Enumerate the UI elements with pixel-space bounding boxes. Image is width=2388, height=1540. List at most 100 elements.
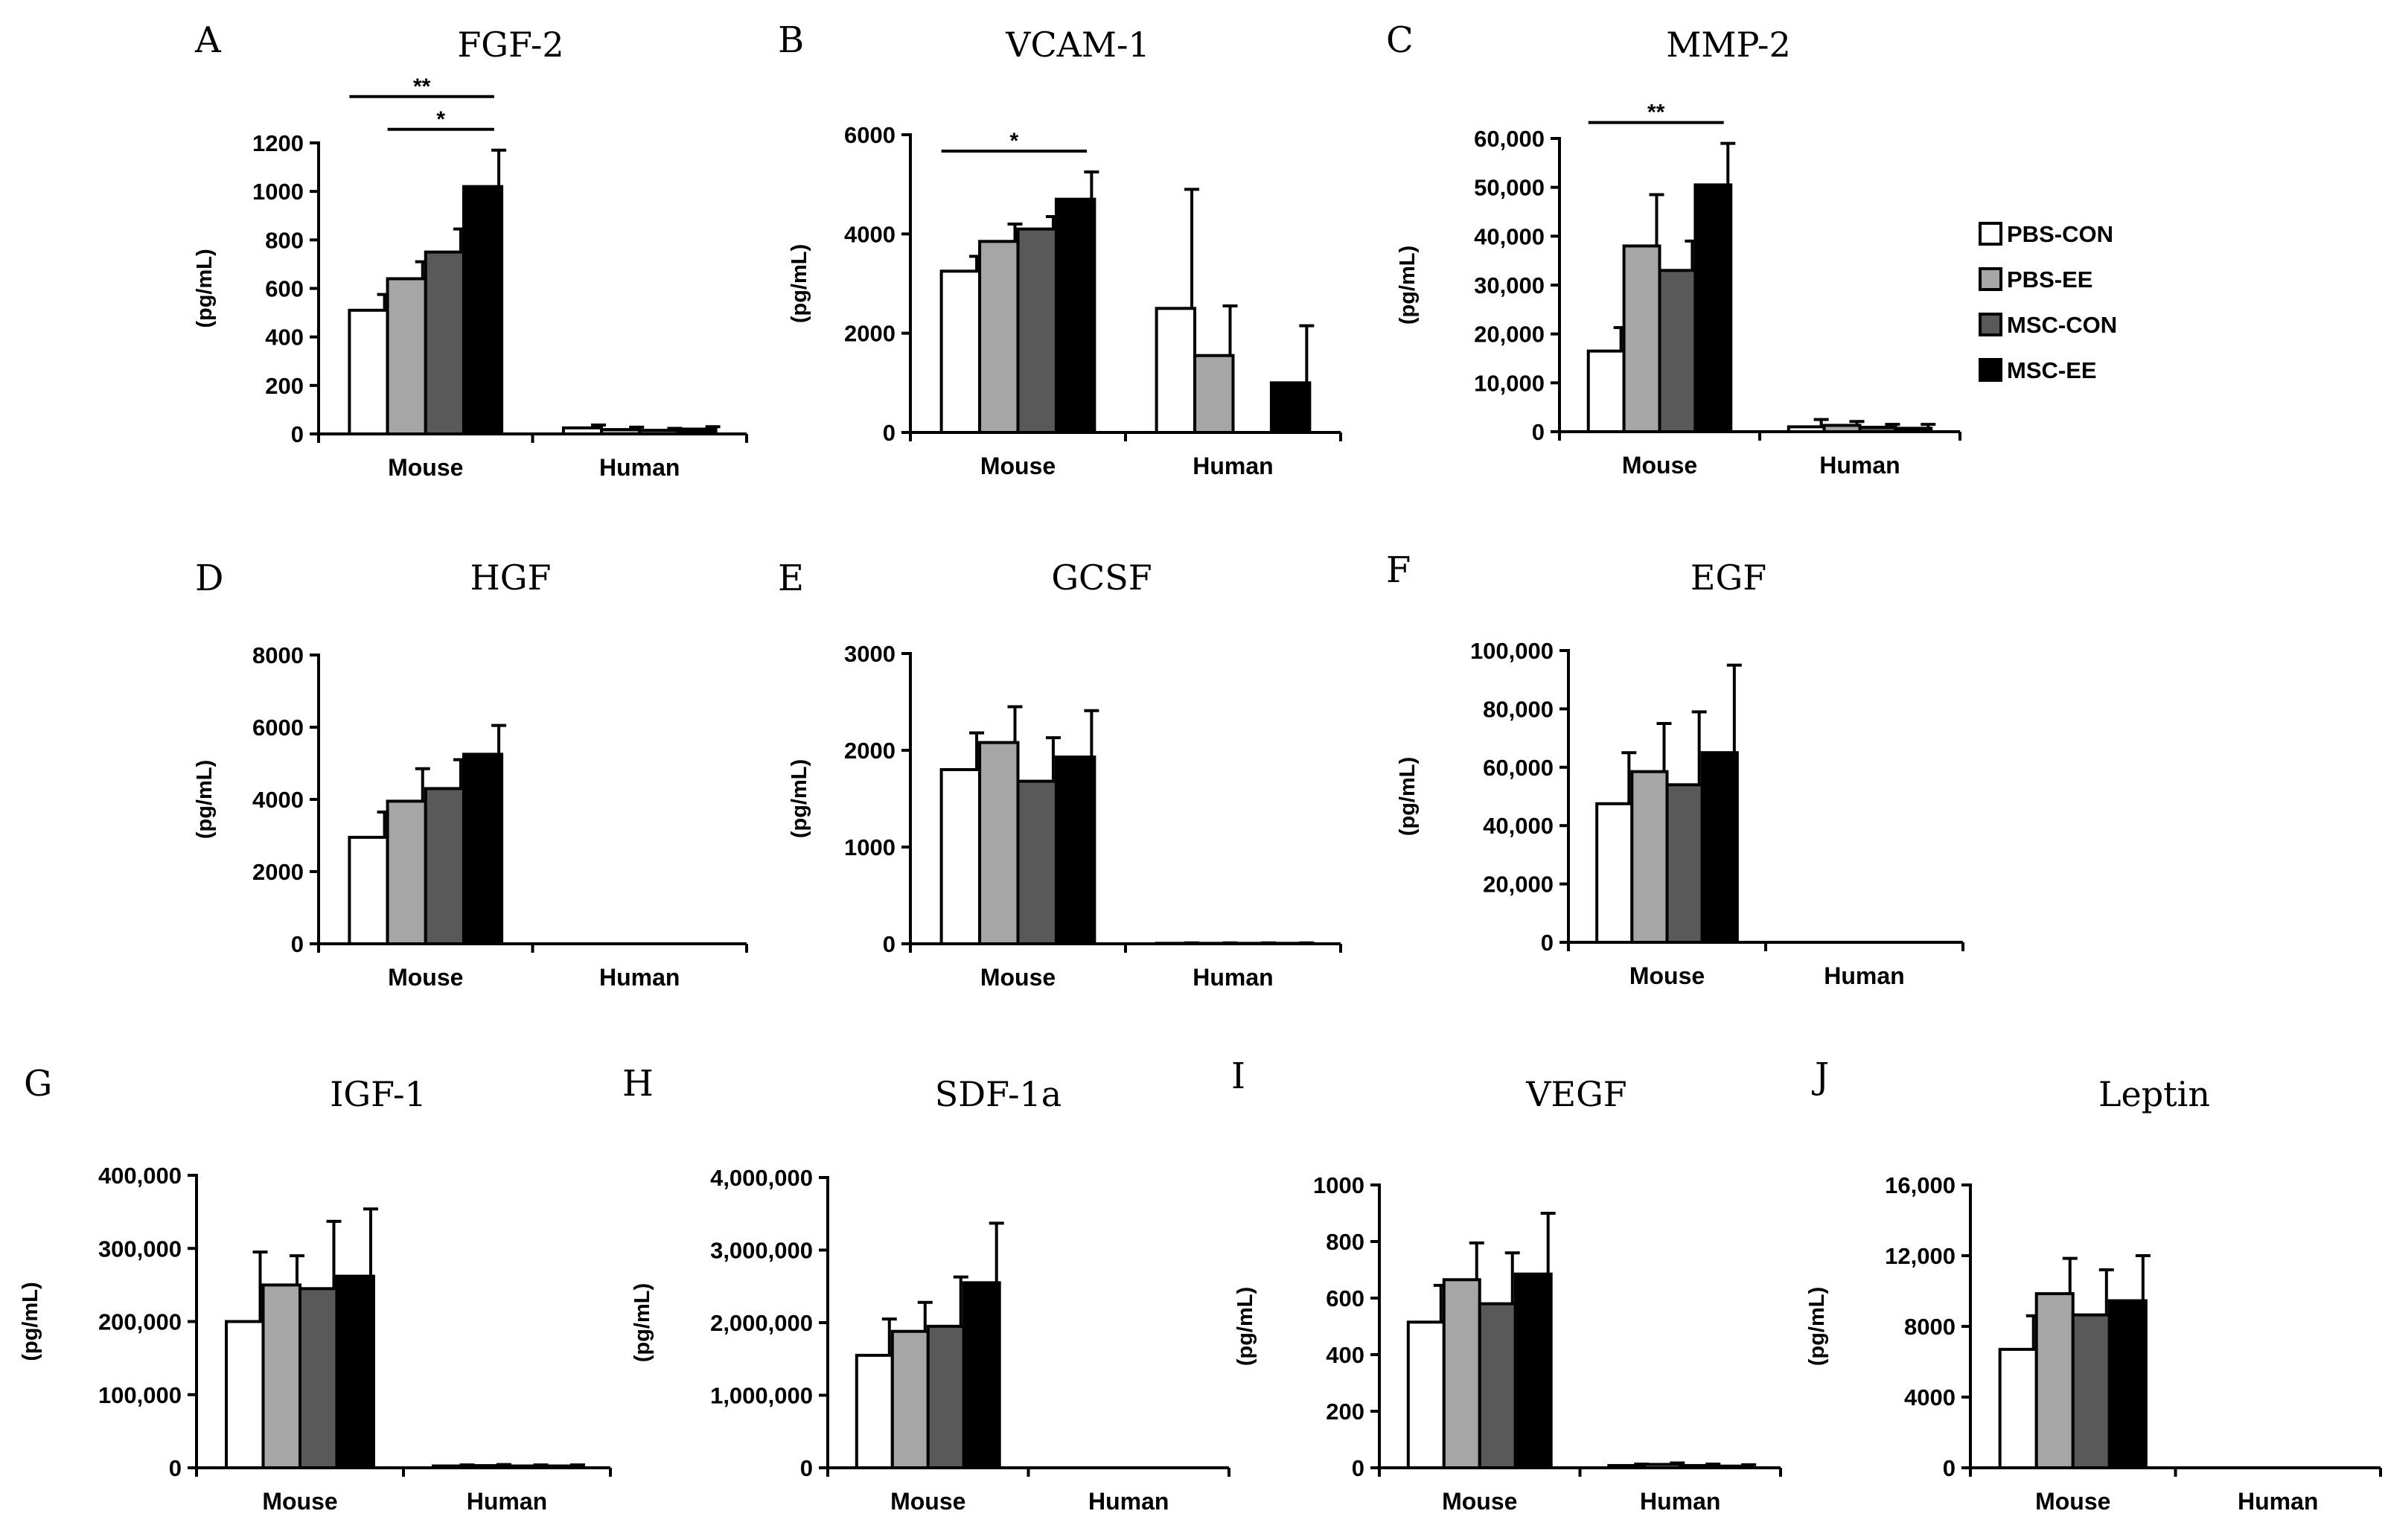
legend: PBS-CON PBS-EE MSC-CON MSC-EE (1979, 221, 2117, 383)
bar-c-mouse-msc-ee (1693, 183, 1733, 433)
y-tick-label-b: 4000 (844, 221, 896, 247)
bar-e-human-pbs-con (1155, 942, 1197, 945)
y-tick-label-g: 300,000 (98, 1236, 182, 1262)
bar-b-mouse-msc-ee (1054, 197, 1096, 434)
x-category-label-a: Mouse (388, 454, 463, 481)
bar-c-human-msc-con (1858, 426, 1897, 434)
bar-c-human-pbs-con (1787, 425, 1826, 434)
panel-letter-a: A (194, 19, 222, 61)
y-tick-label-i: 0 (1352, 1455, 1364, 1481)
y-tick-label-d: 2000 (252, 859, 304, 885)
y-tick-label-b: 6000 (844, 122, 896, 148)
legend-label-msc-con: MSC-CON (2007, 312, 2117, 338)
chart-panel-c: C MMP-2 (pg/mL) 0 10,000 20,000 30,000 40,000 50… (1386, 19, 1961, 479)
y-tick-label-a: 1200 (252, 130, 304, 156)
y-tick-label-g: 400,000 (98, 1163, 182, 1189)
legend-label-pbs-ee: PBS-EE (2007, 266, 2092, 293)
y-tick-label-j: 4000 (1904, 1384, 1956, 1410)
y-tick-label-c: 20,000 (1474, 322, 1545, 348)
y-tick-label-a: 400 (265, 325, 304, 351)
chart-title-g: IGF-1 (330, 1074, 427, 1114)
x-category-label-i: Human (1640, 1488, 1720, 1515)
x-category-label-f: Mouse (1629, 962, 1705, 989)
panel-letter-g: G (24, 1063, 52, 1105)
y-tick-label-f: 80,000 (1483, 696, 1554, 722)
bar-i-mouse-pbs-ee (1442, 1278, 1481, 1470)
y-tick-label-d: 0 (291, 931, 304, 957)
y-tick-label-g: 200,000 (98, 1309, 182, 1335)
bar-d-mouse-msc-con (424, 787, 465, 945)
bar-a-human-msc-con (638, 429, 680, 435)
bar-h-mouse-msc-ee (962, 1281, 1001, 1469)
chart-panel-f: F EGF (pg/mL) 0 20,000 40,000 60,000 80,000 100,… (1386, 549, 1964, 989)
bar-e-mouse-pbs-con (939, 768, 982, 945)
bar-g-human-pbs-con (432, 1464, 472, 1469)
chart-title-a: FGF-2 (457, 25, 564, 65)
chart-title-h: SDF-1a (935, 1074, 1061, 1114)
panel-letter-f: F (1386, 549, 1411, 591)
legend-label-pbs-con: PBS-CON (2007, 221, 2113, 247)
y-tick-label-h: 0 (800, 1455, 813, 1481)
y-axis-label-j: (pg/mL) (1805, 1287, 1829, 1366)
x-category-label-h: Mouse (890, 1488, 965, 1515)
y-axis-label-i: (pg/mL) (1233, 1287, 1257, 1366)
bar-j-mouse-pbs-ee (2034, 1292, 2075, 1469)
y-tick-label-f: 20,000 (1483, 872, 1554, 898)
bar-d-mouse-msc-ee (462, 753, 504, 945)
y-tick-label-c: 10,000 (1474, 370, 1545, 396)
y-axis-label-e: (pg/mL) (788, 759, 811, 838)
y-tick-label-e: 3000 (844, 641, 896, 667)
y-tick-label-a: 1000 (252, 179, 304, 205)
x-category-label-a: Human (599, 454, 680, 481)
x-category-label-b: Mouse (980, 453, 1056, 479)
bar-i-human-msc-con (1679, 1463, 1718, 1469)
y-tick-label-a: 800 (265, 227, 304, 253)
bar-g-mouse-pbs-ee (261, 1283, 301, 1469)
y-tick-label-c: 0 (1532, 419, 1545, 445)
chart-panel-a: A FGF-2 (pg/mL) 0 200 400 600 800 1000 1200 Mouse H… (193, 19, 748, 481)
bar-d-mouse-pbs-con (348, 835, 389, 946)
bar-a-mouse-pbs-ee (386, 277, 427, 436)
x-category-label-d: Human (599, 964, 680, 991)
x-category-label-j: Mouse (2035, 1488, 2110, 1515)
x-category-label-g: Human (467, 1488, 547, 1515)
bar-a-mouse-pbs-con (348, 308, 389, 436)
panel-letter-j: J (1811, 1055, 1829, 1097)
y-tick-label-j: 12,000 (1885, 1243, 1956, 1269)
bar-b-human-pbs-con (1155, 307, 1197, 435)
panel-letter-d: D (195, 557, 223, 599)
x-category-label-i: Mouse (1442, 1488, 1517, 1515)
bar-d-mouse-pbs-ee (386, 799, 427, 946)
y-axis-label-c: (pg/mL) (1396, 246, 1420, 325)
bar-a-human-pbs-ee (600, 428, 642, 436)
bar-c-mouse-pbs-con (1586, 349, 1626, 433)
chart-title-i: VEGF (1525, 1074, 1626, 1114)
legend-swatch-msc-con (1979, 313, 2002, 336)
bar-g-mouse-msc-con (298, 1287, 339, 1469)
chart-panel-j: J Leptin (pg/mL) 0 4000 8000 12,000 16,000 Mouse… (1805, 1055, 2382, 1515)
bar-f-mouse-msc-ee (1700, 751, 1739, 945)
bar-i-mouse-msc-con (1478, 1302, 1517, 1469)
y-tick-label-c: 40,000 (1474, 223, 1545, 249)
y-tick-label-f: 100,000 (1470, 638, 1554, 664)
chart-title-d: HGF (470, 557, 552, 598)
x-category-label-e: Mouse (980, 964, 1056, 991)
y-tick-label-h: 4,000,000 (710, 1165, 813, 1191)
y-tick-label-b: 2000 (844, 321, 896, 347)
y-axis-label-a: (pg/mL) (193, 249, 217, 328)
x-category-label-d: Mouse (388, 964, 463, 991)
bar-c-human-msc-ee (1894, 426, 1933, 433)
bar-j-mouse-pbs-con (1998, 1347, 2038, 1469)
chart-panel-e: E GCSF (pg/mL) 0 1000 2000 3000 Mouse Human (778, 557, 1342, 991)
bar-i-human-msc-ee (1714, 1464, 1754, 1469)
panel-letter-i: I (1231, 1055, 1245, 1097)
chart-panel-g: G IGF-1 (pg/mL) 0 100,000 200,000 300,000 400,0… (19, 1063, 612, 1515)
y-tick-label-a: 0 (291, 421, 304, 447)
chart-panel-b: B VCAM-1 (pg/mL) 0 2000 4000 6000 Mouse Human * (778, 19, 1342, 479)
y-tick-label-d: 8000 (252, 642, 304, 668)
y-tick-label-e: 1000 (844, 834, 896, 860)
y-tick-label-h: 1,000,000 (710, 1383, 813, 1409)
y-axis-label-b: (pg/mL) (788, 244, 811, 323)
bar-g-mouse-msc-ee (335, 1274, 375, 1469)
